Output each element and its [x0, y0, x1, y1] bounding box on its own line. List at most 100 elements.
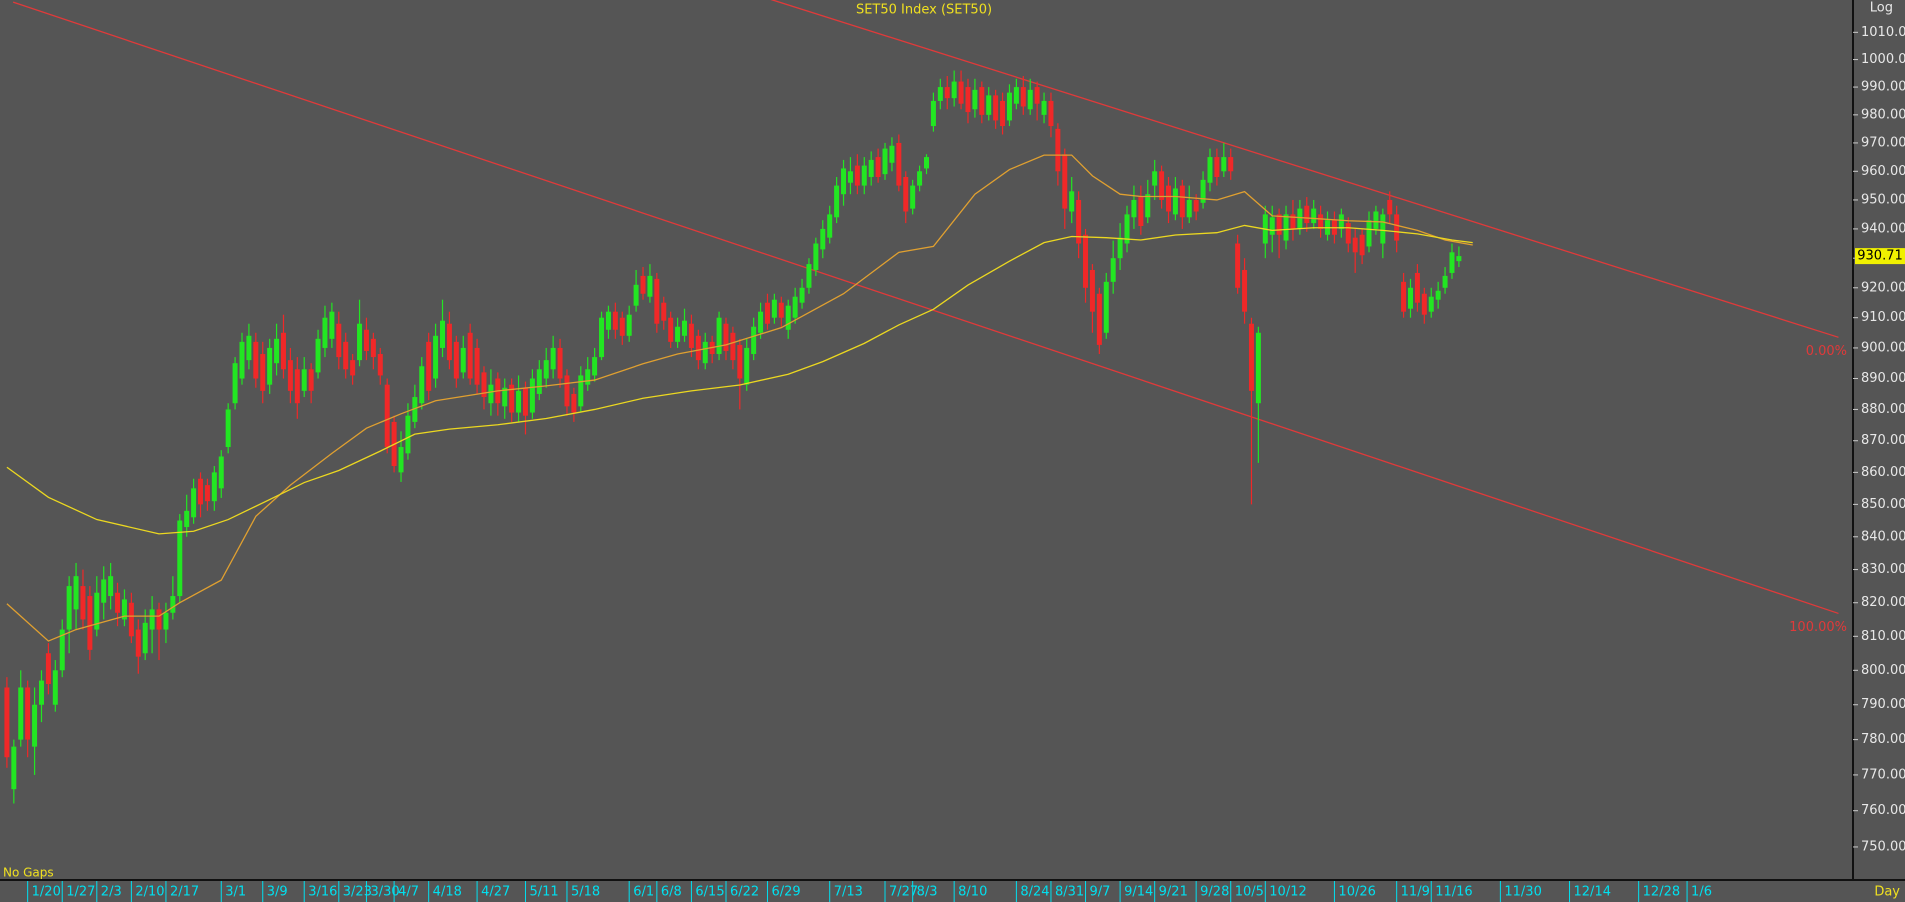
candle-body	[32, 704, 38, 747]
candle-body	[965, 87, 971, 113]
candle-body	[232, 363, 238, 404]
x-tick-label: 8/24	[1020, 885, 1049, 900]
candle-body	[412, 397, 418, 422]
candle-body	[1401, 281, 1407, 312]
x-tick-label: 4/7	[398, 885, 419, 900]
candle-body	[1089, 269, 1095, 312]
candle-body	[357, 323, 363, 361]
candle-body	[1435, 290, 1441, 300]
candle-body	[1338, 214, 1344, 229]
candle-body	[18, 687, 24, 740]
x-tick-label: 3/23	[343, 885, 372, 900]
candle-body	[1096, 293, 1102, 345]
candle-body	[695, 335, 701, 361]
candle-body	[550, 347, 556, 370]
candle-body	[944, 87, 950, 99]
x-tick-label: 2/17	[170, 885, 199, 900]
candle-body	[509, 384, 515, 413]
y-tick-label: 910.00	[1861, 310, 1905, 325]
x-tick-label: 11/16	[1435, 885, 1472, 900]
candle-body	[958, 81, 964, 104]
y-tick-label: 970.00	[1861, 135, 1905, 150]
candle-body	[1248, 323, 1254, 391]
trend-line	[12, 1, 1839, 615]
candle-body	[1214, 157, 1220, 178]
candle-body	[52, 670, 58, 705]
candle-body	[557, 347, 563, 379]
candle-body	[903, 177, 909, 212]
candle-body	[156, 609, 162, 630]
candle-body	[1179, 185, 1185, 218]
candle-body	[198, 478, 204, 505]
candle-body	[1414, 272, 1420, 303]
x-tick-label: 1/6	[1691, 885, 1712, 900]
candle-body	[1048, 100, 1054, 127]
candle-body	[882, 148, 888, 175]
x-tick-label: 10/5	[1235, 885, 1264, 900]
candle-body	[1145, 194, 1151, 218]
candle-body	[1228, 157, 1234, 172]
candle-body	[861, 165, 867, 186]
candle-body	[149, 609, 155, 630]
x-tick-label: 12/14	[1574, 885, 1611, 900]
candle-body	[1124, 214, 1130, 244]
x-tick-label: 7/13	[834, 885, 863, 900]
candle-body	[605, 311, 611, 330]
candle-body	[1221, 157, 1227, 172]
candle-body	[1387, 199, 1393, 215]
candle-body	[474, 347, 480, 385]
candle-body	[578, 375, 584, 407]
candle-body	[315, 338, 321, 373]
candle-body	[11, 746, 17, 790]
last-price-label: 930.71	[1857, 249, 1903, 264]
candle-body	[612, 311, 618, 330]
gaps-label: No Gaps	[3, 866, 54, 880]
candle-body	[937, 87, 943, 101]
y-tick-label: 840.00	[1861, 529, 1905, 544]
x-tick-label: 4/27	[481, 885, 510, 900]
x-tick-label: 6/8	[661, 885, 682, 900]
candle-body	[1269, 217, 1275, 235]
plot-area: 0.00% 100.00%	[4, 0, 1847, 804]
candle-body	[1062, 154, 1068, 209]
candle-body	[1083, 234, 1089, 288]
x-tick-label: 2/10	[135, 885, 164, 900]
candle-body	[204, 485, 210, 502]
candle-body	[571, 393, 577, 413]
candle-body	[1318, 214, 1324, 229]
candle-body	[163, 612, 169, 630]
candle-body	[1366, 220, 1372, 247]
x-tick-label: 9/14	[1124, 885, 1153, 900]
candle-body	[467, 332, 473, 379]
candle-body	[280, 332, 286, 370]
x-tick-label: 5/11	[529, 885, 558, 900]
candle-body	[343, 341, 349, 370]
candle-body	[771, 299, 777, 318]
candle-body	[647, 275, 653, 297]
candle-body	[218, 456, 224, 489]
x-tick-label: 7/27	[889, 885, 918, 900]
candle-body	[1138, 197, 1144, 227]
period-label: Day	[1874, 885, 1900, 900]
candle-body	[287, 360, 293, 391]
candle-body	[1297, 208, 1303, 229]
y-tick-label: 960.00	[1861, 164, 1905, 179]
candle-body	[73, 576, 79, 610]
candle-body	[481, 372, 487, 398]
y-tick-label: 810.00	[1861, 629, 1905, 644]
candle-body	[972, 89, 978, 110]
candle-body	[38, 680, 44, 705]
candle-body	[1006, 92, 1012, 121]
candle-body	[875, 157, 881, 178]
candle-body	[543, 360, 549, 379]
candle-body	[1276, 214, 1282, 235]
candle-body	[211, 472, 217, 502]
x-tick-label: 1/27	[66, 885, 95, 900]
x-tick-label: 1/20	[32, 885, 61, 900]
candle-body	[308, 369, 314, 391]
candle-body	[564, 375, 570, 407]
candle-body	[841, 168, 847, 195]
candle-body	[101, 579, 107, 603]
x-tick-label: 6/15	[695, 885, 724, 900]
